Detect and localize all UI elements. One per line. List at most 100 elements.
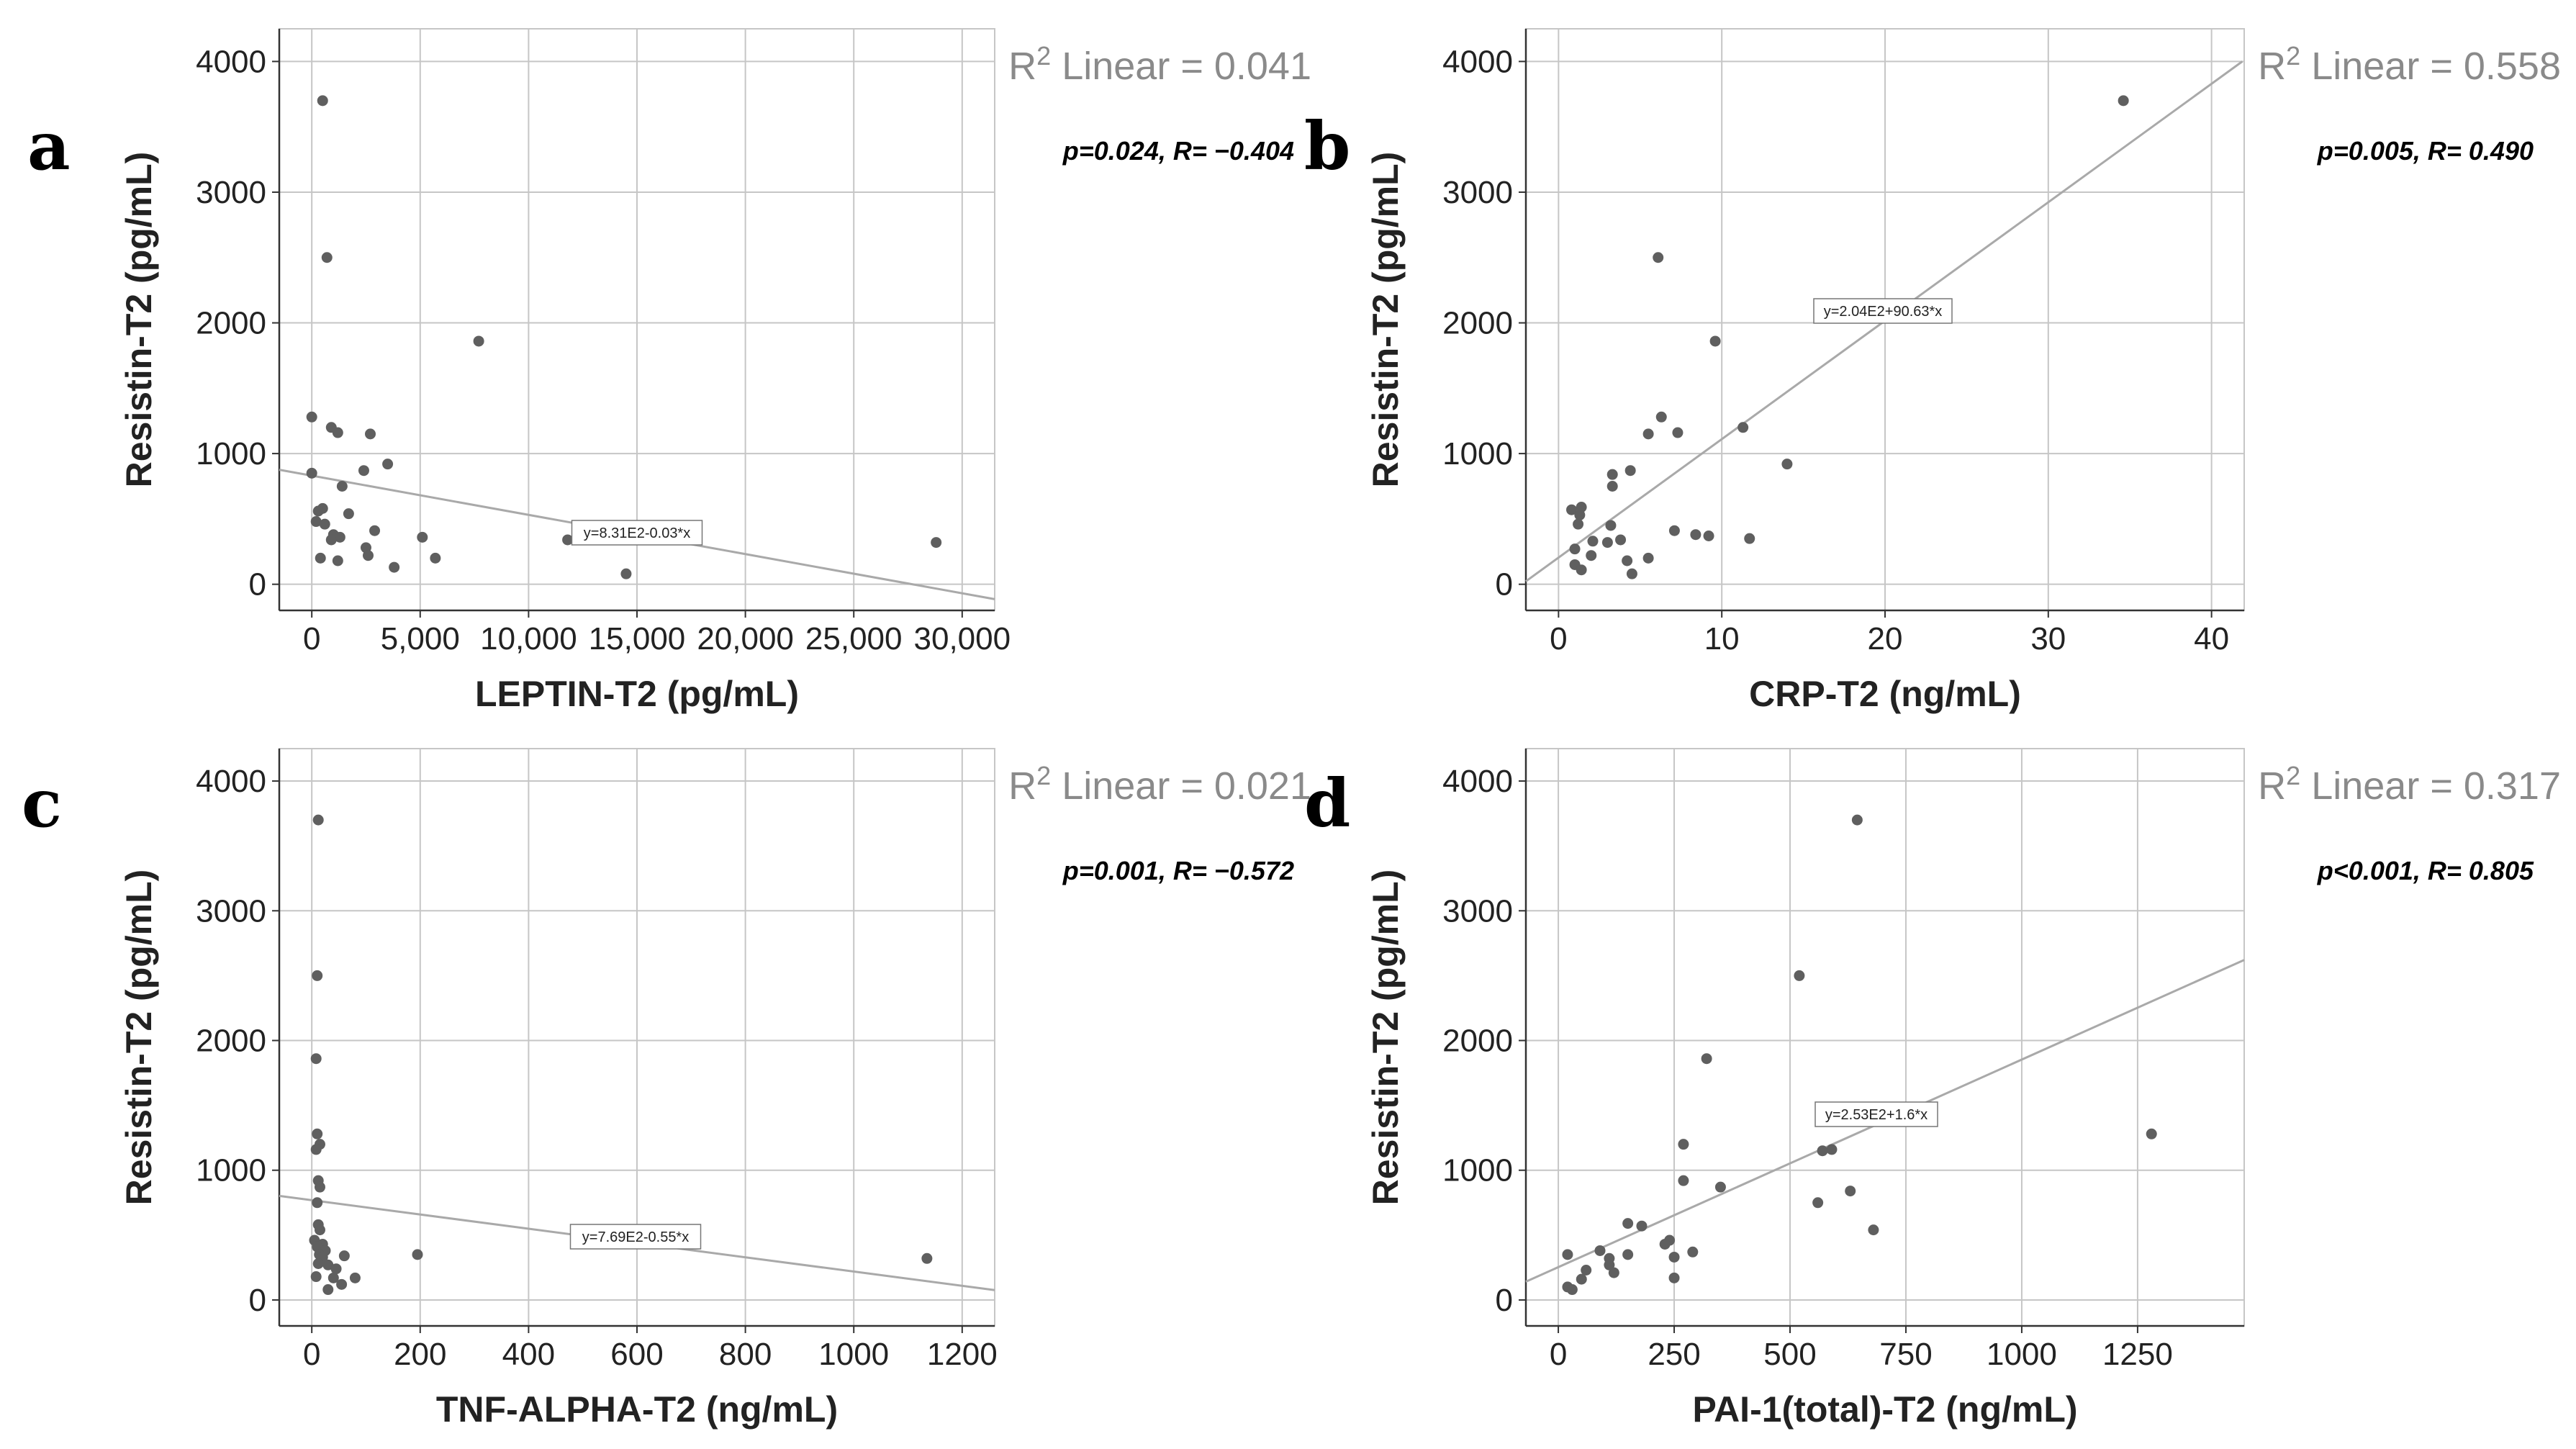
data-point [1701,1053,1712,1065]
y-tick-label: 4000 [1442,44,1513,79]
data-point [620,568,632,579]
data-point [1624,465,1636,477]
stats-a: p=0.024, R= −0.404 [1062,136,1294,166]
x-tick-label: 750 [1879,1337,1932,1372]
data-point [358,465,369,477]
data-point [334,531,345,543]
y-tick-label: 3000 [196,175,266,210]
r2-sup-c: 2 [1036,761,1051,790]
data-point [325,534,337,546]
plot-area [1525,748,2245,1327]
panel-letter-c: c [22,764,62,842]
x-tick-label: 10 [1704,621,1740,656]
x-tick-label: 0 [1550,1337,1567,1372]
data-point [314,1224,325,1236]
data-point [1581,1265,1592,1276]
data-point [1601,537,1613,549]
r2-linear-b: R2 Linear = 0.558 [2258,41,2561,89]
grid-d [1524,748,2245,1327]
data-point [1845,1186,1856,1197]
data-point [1781,459,1793,470]
r2-r-d: R [2258,764,2286,808]
stats-b: p=0.005, R= 0.490 [2317,136,2534,166]
y-tick-label: 1000 [1442,1153,1513,1188]
data-point [349,1272,361,1283]
data-point [310,1053,322,1065]
x-ticks-a: 0 5,000 10,000 15,000 20,000 25,000 30,000 [303,610,1011,656]
x-tick-label: 15,000 [589,621,686,656]
data-point [1678,1139,1689,1150]
x-tick-label: 10,000 [480,621,577,656]
data-point [312,970,323,981]
data-point [1573,518,1584,530]
y-tick-label: 2000 [196,306,266,341]
x-tick-label: 800 [719,1337,772,1372]
data-point [1668,1272,1680,1283]
r2-value-d: Linear = 0.317 [2300,764,2561,808]
data-point [1687,1246,1699,1258]
data-point [389,561,400,573]
panel-letter-d: d [1304,764,1350,842]
x-tick-label: 0 [303,1337,320,1372]
fit-equation-d: y=2.53E2+1.6*x [1825,1107,1928,1123]
data-point [306,411,317,423]
data-point [306,467,317,479]
data-point [312,1258,324,1269]
y-ticks-b: 0 1000 2000 3000 4000 [1442,44,1526,602]
data-point [1574,509,1586,520]
data-point [369,525,381,536]
data-point [1709,335,1721,347]
y-tick-label: 4000 [1442,764,1513,799]
x-tick-label: 40 [2194,621,2229,656]
data-point [921,1252,933,1264]
y-axis-label-c: Resistin-T2 (pg/mL) [119,870,159,1206]
y-axis-label-b: Resistin-T2 (pg/mL) [1365,152,1406,488]
scatter-points-b [1566,95,2129,579]
data-point [343,508,354,520]
fit-equation-box-a [571,520,703,546]
x-tick-label: 0 [1550,621,1567,656]
x-ticks-b: 0 10 20 30 40 [1550,610,2229,656]
data-point [1659,1238,1671,1250]
y-tick-label: 4000 [196,764,266,799]
y-tick-label: 0 [249,567,266,602]
data-point [310,516,322,528]
data-point [1812,1197,1824,1209]
data-point [2146,1128,2157,1139]
x-tick-label: 20 [1868,621,1903,656]
fit-equation-box-d [1815,1101,1938,1127]
x-tick-label: 1250 [2102,1337,2173,1372]
data-point [315,552,326,564]
data-point [1678,1175,1689,1186]
data-point [1622,1249,1634,1260]
data-point [314,1181,325,1193]
data-point [1605,520,1617,531]
panel-a: a 0 5,000 10,000 15,000 20,000 25,000 30,000 0… [27,28,1311,714]
y-tick-label: 2000 [196,1024,266,1059]
data-point [1794,970,1805,981]
r2-r-c: R [1008,764,1036,808]
x-tick-label: 30 [2030,621,2066,656]
data-point [412,1249,423,1260]
data-point [319,518,330,530]
x-tick-label: 500 [1763,1337,1816,1372]
y-tick-label: 0 [1496,1283,1513,1318]
data-point [1642,552,1654,564]
data-point [365,428,376,440]
r2-value-b: Linear = 0.558 [2300,45,2561,88]
scatter-points-d [1562,814,2157,1296]
data-point [362,550,374,561]
r2-sup-d: 2 [2286,761,2300,790]
data-point [1737,422,1749,433]
data-point [1606,481,1618,492]
r2-value-a: Linear = 0.041 [1051,45,1311,88]
data-point [1626,568,1637,579]
data-point [1690,529,1701,541]
data-point [1587,536,1599,547]
panel-c: c 0 200 400 600 800 1000 1200 0 1000 2000 3000 400… [22,748,1311,1430]
data-point [1615,534,1627,546]
x-tick-label: 5,000 [381,621,460,656]
data-point [430,552,441,564]
data-point [931,537,942,549]
panel-letter-b: b [1304,107,1350,185]
